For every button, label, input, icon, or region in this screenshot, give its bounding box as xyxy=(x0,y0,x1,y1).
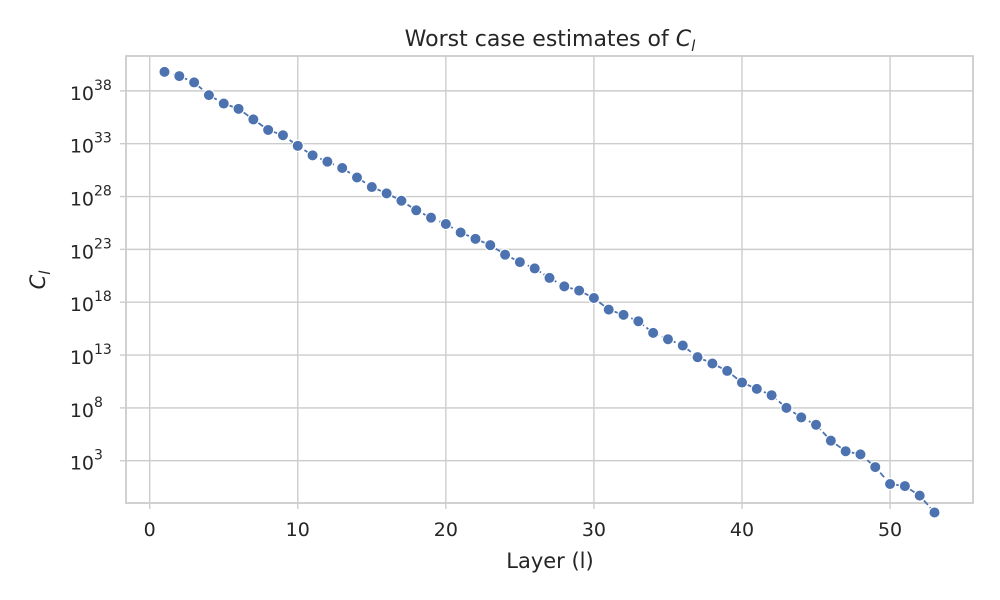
data-point xyxy=(454,226,467,239)
data-point xyxy=(321,155,334,168)
data-point xyxy=(632,315,645,328)
plot-frame xyxy=(125,55,974,504)
data-point xyxy=(780,401,793,415)
data-point xyxy=(498,248,512,261)
data-point xyxy=(543,271,556,285)
data-point xyxy=(261,123,275,137)
data-point xyxy=(883,477,897,491)
x-tick-label: 40 xyxy=(730,519,754,541)
data-point xyxy=(484,238,497,252)
data-point xyxy=(676,339,689,352)
data-point xyxy=(513,255,527,269)
x-tick-label: 0 xyxy=(144,519,156,541)
data-point xyxy=(350,171,364,184)
y-tick-exponent: 28 xyxy=(94,184,112,200)
data-point xyxy=(528,262,541,275)
y-tick-label: 10 xyxy=(70,189,94,211)
data-point xyxy=(410,204,423,217)
data-point xyxy=(602,303,615,316)
data-point xyxy=(691,350,704,364)
data-point xyxy=(839,445,852,458)
data-point xyxy=(291,139,304,153)
data-point xyxy=(187,76,201,89)
y-tick-exponent: 3 xyxy=(94,448,103,464)
data-point xyxy=(735,376,749,389)
data-point xyxy=(854,448,867,461)
data-point xyxy=(661,333,675,346)
data-point xyxy=(380,187,393,200)
data-point xyxy=(913,489,926,502)
data-point xyxy=(928,506,941,519)
data-point xyxy=(439,217,453,231)
data-point xyxy=(232,102,245,116)
x-tick-label: 10 xyxy=(286,519,310,541)
y-tick-label: 10 xyxy=(70,294,94,316)
data-point xyxy=(809,418,823,432)
y-tick-exponent: 23 xyxy=(94,236,112,252)
data-point xyxy=(706,357,719,370)
data-point xyxy=(765,389,778,402)
y-tick-exponent: 8 xyxy=(94,395,103,411)
y-tick-label: 10 xyxy=(70,241,94,263)
y-tick-exponent: 38 xyxy=(94,78,112,94)
chart-title: Worst case estimates of Cl xyxy=(405,27,696,55)
x-tick-label: 50 xyxy=(878,519,902,541)
data-point xyxy=(572,284,586,297)
data-point xyxy=(424,211,438,224)
data-point xyxy=(720,364,734,378)
data-point xyxy=(824,434,838,447)
data-point xyxy=(558,280,571,293)
data-point xyxy=(306,149,319,162)
y-tick-exponent: 18 xyxy=(94,289,112,305)
data-point xyxy=(217,97,230,110)
data-point xyxy=(587,291,601,305)
x-tick-label: 20 xyxy=(434,519,458,541)
data-point xyxy=(173,69,186,83)
data-point xyxy=(617,308,630,322)
data-point xyxy=(898,479,912,493)
series-group xyxy=(158,65,941,519)
data-point xyxy=(247,113,260,126)
data-point xyxy=(869,460,882,474)
data-point xyxy=(365,180,379,194)
data-point xyxy=(395,194,408,207)
data-point xyxy=(158,65,171,79)
y-tick-exponent: 33 xyxy=(94,131,112,147)
y-tick-exponent: 13 xyxy=(94,342,112,358)
data-point xyxy=(335,161,349,175)
y-tick-label: 10 xyxy=(70,453,94,475)
y-tick-label: 10 xyxy=(70,347,94,369)
data-point xyxy=(750,382,764,396)
y-tick-label: 10 xyxy=(70,136,94,158)
data-point xyxy=(469,232,482,246)
data-point xyxy=(202,88,216,102)
x-axis-label: Layer (l) xyxy=(506,549,593,573)
y-axis-label: Cl xyxy=(26,270,54,290)
y-tick-label: 10 xyxy=(70,83,94,105)
x-tick-label: 30 xyxy=(582,519,606,541)
grid xyxy=(126,56,973,503)
data-point xyxy=(276,129,290,142)
y-tick-label: 10 xyxy=(70,400,94,422)
data-point xyxy=(795,411,808,424)
data-point xyxy=(646,326,660,340)
